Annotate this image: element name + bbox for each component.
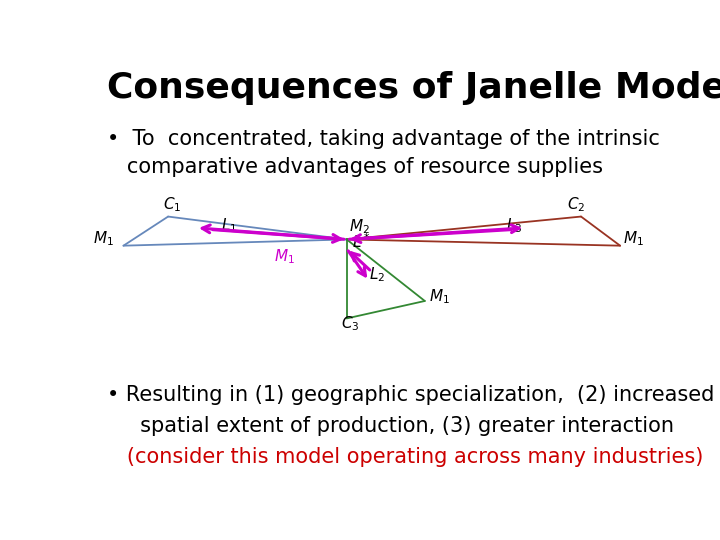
Text: $L_3$: $L_3$: [505, 217, 522, 235]
Text: $C_2$: $C_2$: [567, 196, 585, 214]
Text: $L^*$: $L^*$: [352, 232, 371, 251]
Text: $M_1$: $M_1$: [274, 248, 295, 266]
Text: $M_1$: $M_1$: [429, 287, 450, 306]
Text: spatial extent of production, (3) greater interaction: spatial extent of production, (3) greate…: [107, 416, 674, 436]
Text: $M_2$: $M_2$: [349, 218, 370, 236]
Text: $L_2$: $L_2$: [369, 266, 385, 285]
Text: $M_1$: $M_1$: [93, 229, 114, 248]
Text: • Resulting in (1) geographic specialization,  (2) increased: • Resulting in (1) geographic specializa…: [107, 385, 714, 405]
Text: $C_1$: $C_1$: [163, 196, 181, 214]
Text: (consider this model operating across many industries): (consider this model operating across ma…: [107, 447, 703, 467]
Text: $C_3$: $C_3$: [341, 314, 359, 333]
Text: $M_1$: $M_1$: [623, 229, 644, 248]
Text: Consequences of Janelle Model, Cont.: Consequences of Janelle Model, Cont.: [107, 71, 720, 105]
Text: $L_1$: $L_1$: [221, 217, 238, 235]
Text: •  To  concentrated, taking advantage of the intrinsic
   comparative advantages: • To concentrated, taking advantage of t…: [107, 129, 660, 177]
